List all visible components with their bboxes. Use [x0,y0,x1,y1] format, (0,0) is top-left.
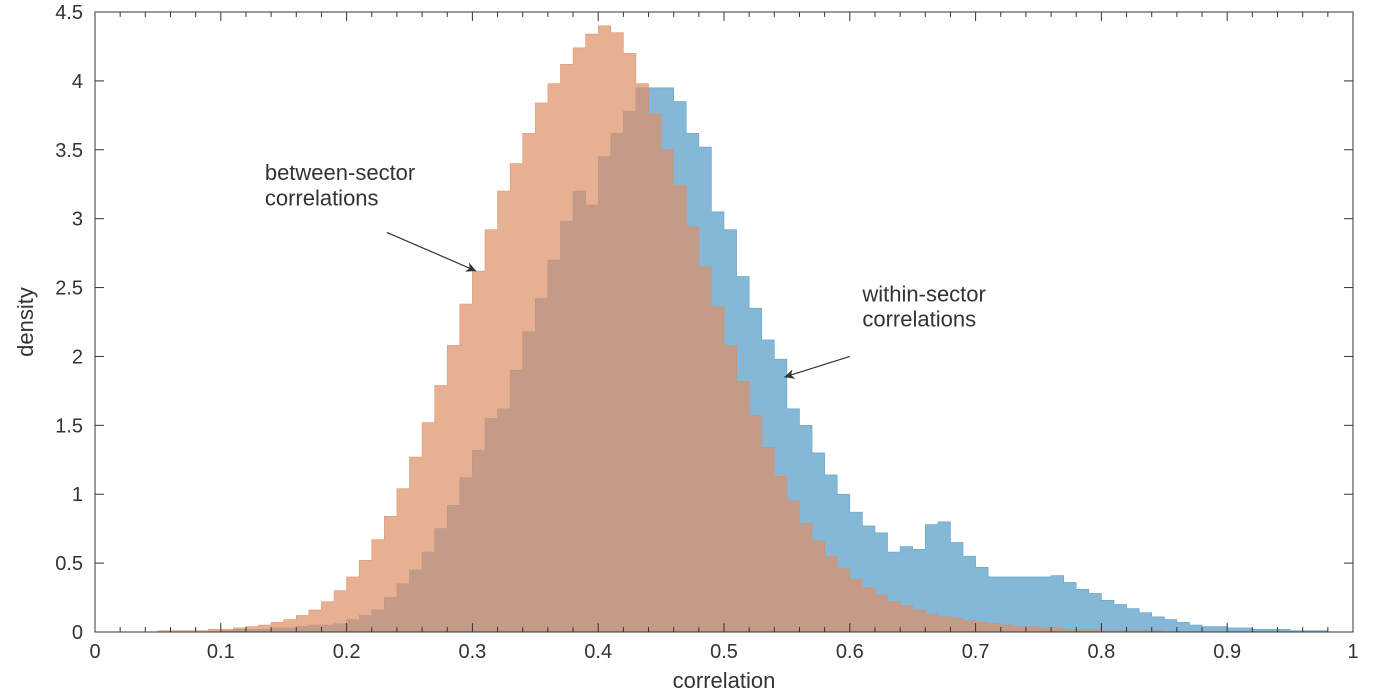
x-tick-label: 0.2 [333,641,361,663]
y-tick-label: 1.5 [55,415,83,437]
x-tick-label: 0.5 [710,641,738,663]
x-tick-label: 0.9 [1213,641,1241,663]
annotation-within-label: within-sectorcorrelations [861,281,985,331]
y-tick-label: 2.5 [55,278,83,300]
y-tick-label: 0.5 [55,553,83,575]
y-tick-label: 4.5 [55,2,83,24]
y-tick-label: 0 [72,622,83,644]
x-tick-label: 0.3 [458,641,486,663]
y-tick-label: 3.5 [55,140,83,162]
x-tick-label: 0.4 [584,641,612,663]
y-axis-label: density [13,287,38,357]
chart-canvas: 0 0.1 0.2 0.3 0.4 0.5 0.6 0.7 0.8 0.9 1 0 0.5 1 1.5 2 2.… [0,0,1373,698]
correlation-density-histogram: 0 0.1 0.2 0.3 0.4 0.5 0.6 0.7 0.8 0.9 1 0 0.5 1 1.5 2 2.… [0,0,1373,698]
x-tick-label: 0 [89,641,100,663]
x-tick-label: 0.7 [962,641,990,663]
x-tick-label: 0.1 [207,641,235,663]
x-tick-label: 0.8 [1087,641,1115,663]
y-tick-label: 1 [72,484,83,506]
x-tick-label: 0.6 [836,641,864,663]
y-tick-label: 3 [72,209,83,231]
y-tick-label: 4 [72,71,83,93]
y-tick-label: 2 [72,346,83,368]
x-axis-label: correlation [673,668,776,693]
x-tick-label: 1 [1347,641,1358,663]
